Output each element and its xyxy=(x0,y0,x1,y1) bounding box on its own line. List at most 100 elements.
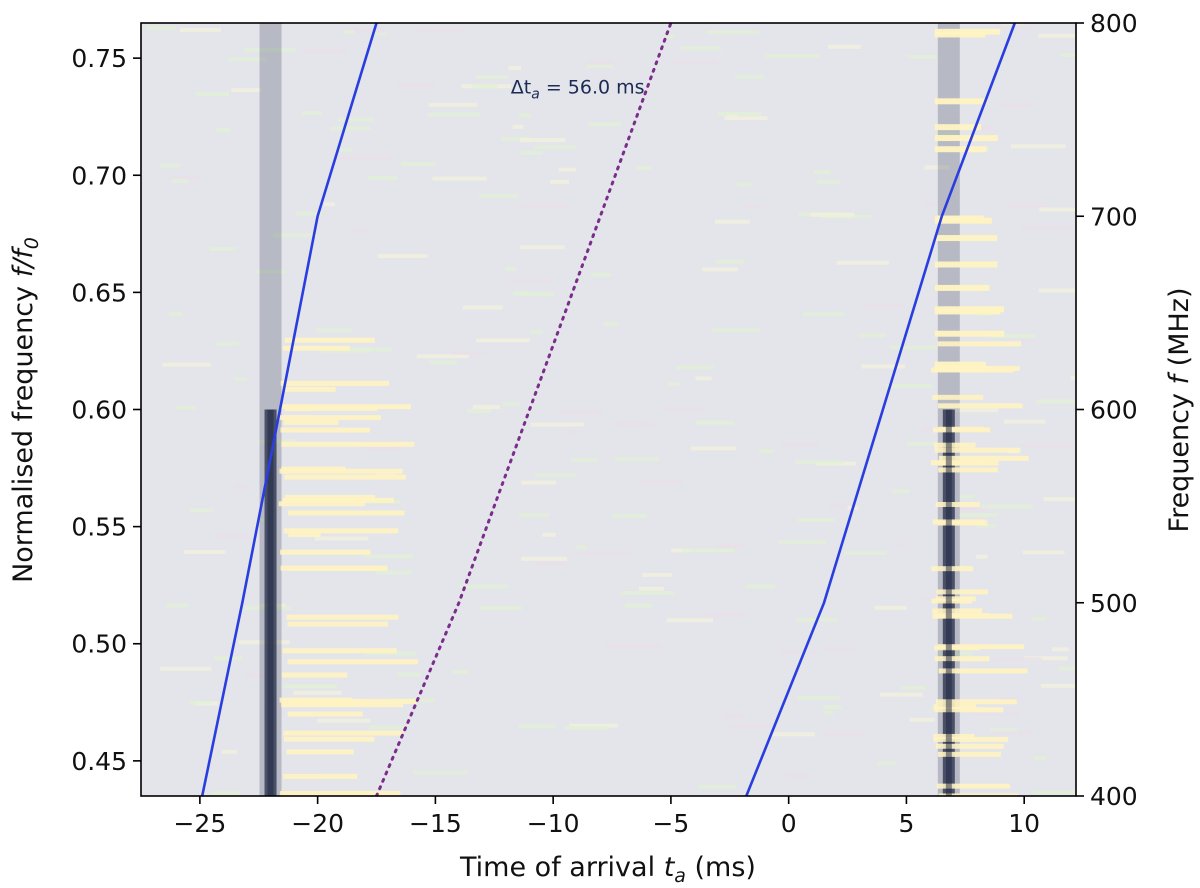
noise-cell xyxy=(737,182,752,187)
x-tick-label: 5 xyxy=(898,809,914,838)
noise-cell xyxy=(724,116,768,121)
noise-cell xyxy=(1038,288,1076,293)
noise-cell xyxy=(216,128,231,133)
noise-cell xyxy=(521,480,557,485)
noise-cell xyxy=(316,718,371,723)
emission-cell xyxy=(934,707,1004,713)
emission-cell xyxy=(284,494,376,500)
noise-cell xyxy=(874,605,907,610)
y2-axis-label: Frequency f (MHz) xyxy=(1164,287,1195,532)
noise-cell xyxy=(664,34,675,39)
emission-cell xyxy=(935,501,980,507)
noise-cell xyxy=(937,131,958,136)
emission-cell xyxy=(282,386,336,392)
emission-cell xyxy=(280,427,370,433)
noise-cell xyxy=(636,166,651,171)
noise-cell xyxy=(990,333,1037,338)
x-tick-label: −5 xyxy=(652,809,689,838)
noise-cell xyxy=(244,48,296,53)
dispersion-curve-3 xyxy=(745,23,1017,796)
emission-cell xyxy=(938,455,1029,461)
noise-cell xyxy=(779,650,816,655)
noise-cell xyxy=(1060,52,1076,57)
y2-tick-label: 500 xyxy=(1090,589,1138,618)
emission-cell xyxy=(933,704,977,710)
noise-cell xyxy=(880,692,923,697)
noise-cell xyxy=(682,548,735,553)
noise-cell xyxy=(723,714,746,719)
noise-cell xyxy=(613,422,655,427)
noise-cell xyxy=(586,64,614,69)
noise-cell xyxy=(160,163,181,168)
noise-cell xyxy=(715,219,750,224)
noise-cell xyxy=(339,156,392,161)
noise-cell xyxy=(951,408,999,413)
noise-cell xyxy=(478,194,519,199)
noise-cell xyxy=(958,494,975,499)
noise-cell xyxy=(476,338,530,343)
dispersion-curve-dotted xyxy=(375,23,673,796)
noise-cell xyxy=(794,460,843,465)
emission-cell xyxy=(934,284,990,291)
noise-cell xyxy=(520,150,544,155)
noise-cell xyxy=(702,612,746,617)
noise-cell xyxy=(400,162,436,167)
emission-cell xyxy=(278,501,365,507)
noise-cell xyxy=(1023,443,1076,448)
emission-cell xyxy=(937,520,988,526)
noise-cell xyxy=(796,696,841,701)
noise-cell xyxy=(476,74,508,79)
pulse-1 xyxy=(259,23,419,796)
noise-cell xyxy=(213,656,242,661)
emission-cell xyxy=(934,365,982,372)
emission-cell xyxy=(282,648,397,654)
noise-cell xyxy=(301,111,323,116)
noise-cell xyxy=(1043,497,1076,502)
emission-cell xyxy=(934,135,998,142)
emission-cell xyxy=(934,31,986,38)
emission-cell xyxy=(933,736,1009,742)
plot-area: Δta = 56.0 ms xyxy=(141,23,1076,796)
y-tick-label: 0.65 xyxy=(71,278,127,307)
noise-cell xyxy=(168,176,200,181)
noise-cell xyxy=(717,111,762,116)
emission-cell xyxy=(286,749,354,755)
noise-cell xyxy=(395,83,436,88)
noise-cell xyxy=(195,91,229,96)
y2-tick-label: 700 xyxy=(1090,202,1138,231)
emission-cell xyxy=(282,497,394,503)
noise-cell xyxy=(702,267,739,272)
noise-cell xyxy=(472,405,501,410)
dispersion-curve-1 xyxy=(200,23,378,796)
noise-cell xyxy=(373,31,387,36)
noise-cell xyxy=(735,74,765,79)
y2-tick-label: 600 xyxy=(1090,396,1138,425)
noise-cell xyxy=(741,204,765,209)
noise-cell xyxy=(283,684,338,689)
emission-cell xyxy=(937,751,1001,757)
noise-cell xyxy=(671,59,717,64)
x-tick-label: 0 xyxy=(781,809,797,838)
noise-cell xyxy=(168,311,183,316)
emission-cell xyxy=(934,656,990,662)
noise-cell xyxy=(179,27,221,32)
noise-cell xyxy=(781,442,820,447)
noise-cell xyxy=(715,259,745,264)
noise-cell xyxy=(397,672,422,677)
emission-cell xyxy=(284,736,375,742)
noise-cell xyxy=(716,543,746,548)
noise-cell xyxy=(367,176,398,181)
emission-cell xyxy=(934,447,1021,453)
emission-cell xyxy=(934,235,998,242)
y-tick-label: 0.75 xyxy=(71,44,127,73)
noise-cell xyxy=(558,410,603,415)
noise-cell xyxy=(364,445,399,450)
noise-cell xyxy=(416,354,469,359)
noise-cell xyxy=(183,549,226,554)
emission-cell xyxy=(287,711,363,717)
noise-cell xyxy=(369,725,407,730)
noise-cell xyxy=(671,548,692,553)
emission-cell xyxy=(938,668,1028,674)
noise-cell xyxy=(228,57,267,62)
y-axis-label: Normalised frequency f/f0 xyxy=(8,237,43,583)
